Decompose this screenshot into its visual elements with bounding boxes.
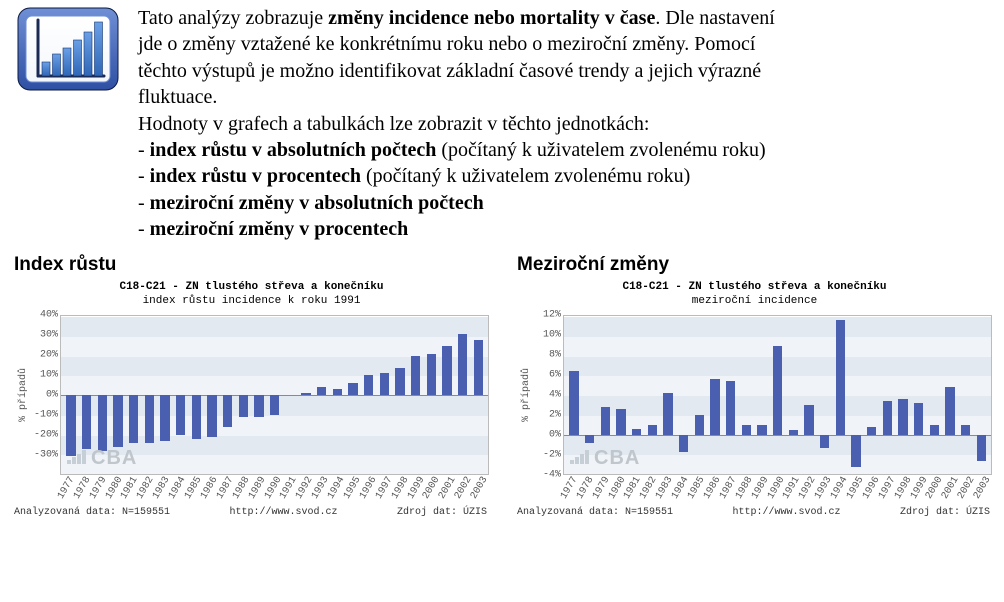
bar	[726, 381, 735, 434]
desc-line1-bold: změny incidence nebo mortality v čase	[328, 7, 655, 29]
bar	[632, 429, 641, 435]
bar	[648, 425, 657, 435]
bar	[851, 435, 860, 468]
ytick: 12%	[543, 310, 561, 321]
bar	[160, 395, 169, 440]
description-block: Tato analýzy zobrazuje změny incidence n…	[138, 6, 994, 244]
bar	[883, 401, 892, 435]
bar	[254, 395, 263, 417]
desc-line1-post: . Dle nastavení	[655, 7, 774, 29]
bar	[616, 409, 625, 435]
bar	[569, 371, 578, 435]
chart-left-title: C18-C21 - ZN tlustého střeva a konečníku	[14, 280, 489, 295]
bar	[898, 399, 907, 435]
ytick: 2%	[549, 410, 561, 421]
chart-left-plot: CBA	[60, 315, 489, 475]
chart-right-ylabel: % případů	[521, 368, 532, 422]
bar	[113, 395, 122, 446]
ytick: -2%	[543, 450, 561, 461]
bar	[804, 405, 813, 435]
bar	[679, 435, 688, 453]
desc-line1-pre: Tato analýzy zobrazuje	[138, 7, 328, 29]
bar	[98, 395, 107, 450]
bar	[930, 425, 939, 435]
desc-line5: Hodnoty v grafech a tabulkách lze zobraz…	[138, 112, 994, 136]
ytick: 40%	[40, 310, 58, 321]
bar	[427, 354, 436, 395]
bar	[270, 395, 279, 415]
ytick: 0%	[46, 390, 58, 401]
bullet-1: - index růstu v procentech (počítaný k u…	[138, 164, 994, 188]
bar	[364, 375, 373, 395]
desc-line4: fluktuace.	[138, 85, 994, 109]
bar	[176, 395, 185, 435]
bar	[977, 435, 986, 462]
bar	[82, 395, 91, 448]
ytick: -30%	[34, 450, 58, 461]
bar	[773, 346, 782, 435]
bar	[333, 389, 342, 395]
bar	[742, 425, 751, 435]
chart-right-plot: CBA	[563, 315, 992, 475]
bar	[223, 395, 232, 427]
ytick: -4%	[543, 470, 561, 481]
bar	[710, 379, 719, 434]
bar	[663, 393, 672, 434]
ytick: 10%	[543, 330, 561, 341]
bar	[585, 435, 594, 443]
bar	[789, 430, 798, 435]
chart-right-footer-center: http://www.svod.cz	[732, 507, 840, 518]
bar	[695, 415, 704, 435]
bar	[836, 320, 845, 435]
bar	[145, 395, 154, 442]
ytick: 6%	[549, 370, 561, 381]
chart-left-footer-left: Analyzovaná data: N=159551	[14, 507, 170, 518]
ytick: -10%	[34, 410, 58, 421]
desc-line3: těchto výstupů je možno identifikovat zá…	[138, 59, 994, 83]
bar	[458, 334, 467, 395]
desc-line2: jde o změny vztažené ke konkrétnímu roku…	[138, 32, 994, 56]
chart-right-footer-right: Zdroj dat: ÚZIS	[900, 507, 990, 518]
bar	[380, 373, 389, 395]
ytick: 20%	[40, 350, 58, 361]
bullet-3: - meziroční změny v procentech	[138, 217, 994, 241]
bar	[317, 387, 326, 395]
bar	[301, 393, 310, 395]
chart-right-subtitle: meziroční incidence	[517, 294, 992, 309]
chart-right-title: C18-C21 - ZN tlustého střeva a konečníku	[517, 280, 992, 295]
bar	[192, 395, 201, 438]
bar	[601, 407, 610, 435]
ytick: -20%	[34, 430, 58, 441]
bar	[129, 395, 138, 442]
bar	[66, 395, 75, 456]
bar	[867, 427, 876, 435]
chart-right-heading: Meziroční změny	[517, 254, 992, 276]
bullet-0: - index růstu v absolutních počtech (poč…	[138, 138, 994, 162]
bar	[239, 395, 248, 417]
bar	[820, 435, 829, 448]
bar	[474, 340, 483, 395]
ytick: 30%	[40, 330, 58, 341]
analysis-icon	[16, 6, 120, 92]
bar	[961, 425, 970, 435]
ytick: 4%	[549, 390, 561, 401]
bar	[395, 368, 404, 396]
chart-left-footer-right: Zdroj dat: ÚZIS	[397, 507, 487, 518]
bar	[207, 395, 216, 436]
bar	[411, 356, 420, 396]
ytick: 8%	[549, 350, 561, 361]
bar	[757, 425, 766, 435]
chart-left-footer-center: http://www.svod.cz	[229, 507, 337, 518]
chart-right-footer-left: Analyzovaná data: N=159551	[517, 507, 673, 518]
bar	[348, 383, 357, 395]
chart-left-ylabel: % případů	[18, 368, 29, 422]
ytick: 10%	[40, 370, 58, 381]
bullet-2: - meziroční změny v absolutních počtech	[138, 191, 994, 215]
ytick: 0%	[549, 430, 561, 441]
bar	[442, 346, 451, 395]
bar	[945, 387, 954, 434]
chart-left-heading: Index růstu	[14, 254, 489, 276]
bar	[914, 403, 923, 435]
chart-left-subtitle: index růstu incidence k roku 1991	[14, 294, 489, 309]
